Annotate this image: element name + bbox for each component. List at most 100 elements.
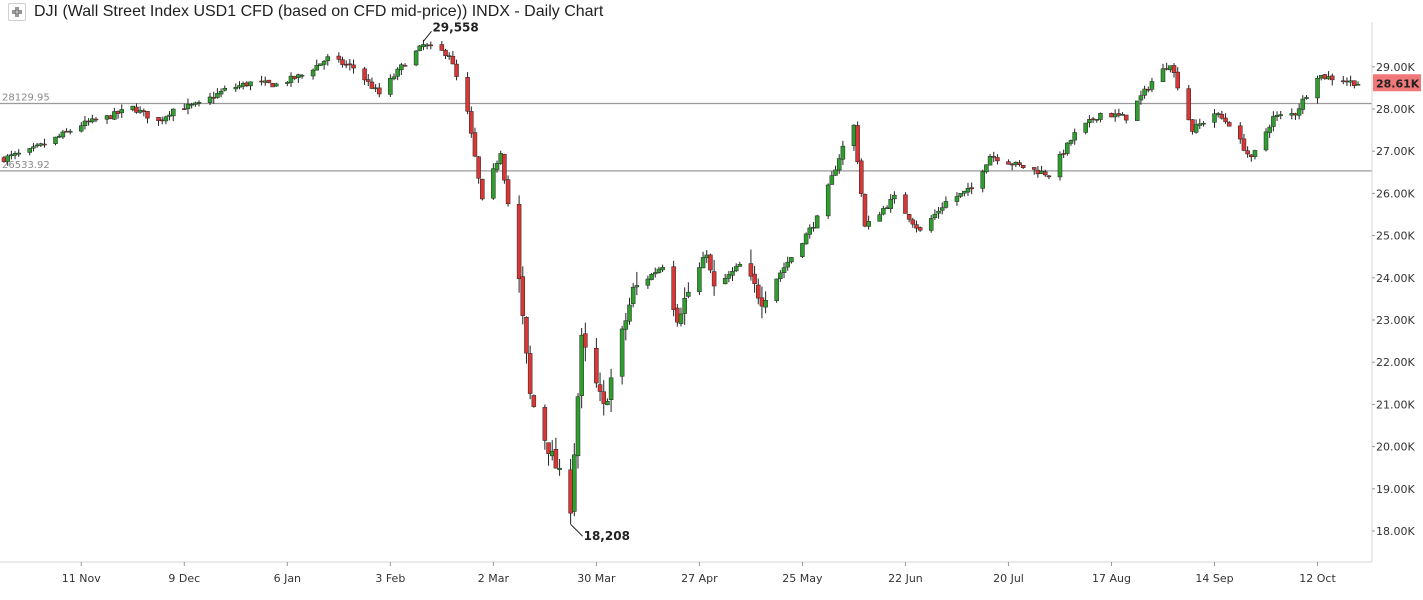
candle-up [222, 88, 228, 91]
candle-down [671, 266, 676, 310]
candle [645, 275, 651, 289]
x-tick-label: 12 Oct [1299, 572, 1336, 585]
candle-up [884, 207, 890, 209]
candle [969, 182, 974, 195]
last-price-label: 28.61K [1376, 77, 1420, 90]
candle-up [1212, 113, 1217, 123]
x-tick-label: 22 Jun [888, 572, 923, 585]
candle-up [630, 286, 636, 304]
collapse-arrows-icon[interactable] [8, 3, 26, 21]
candle-up [939, 207, 945, 211]
candle-down [568, 469, 573, 514]
candle-up [27, 148, 33, 153]
candle-down [1109, 112, 1114, 118]
candle-up [207, 96, 213, 103]
candle [939, 202, 945, 215]
candle-up [781, 267, 787, 273]
candle-up [825, 184, 831, 217]
candle-up [90, 118, 95, 123]
candle [1065, 142, 1070, 156]
candle [943, 196, 949, 209]
candle-down [711, 271, 717, 287]
candle-up [16, 152, 21, 155]
candle-up [1094, 119, 1100, 121]
candle [763, 291, 768, 314]
y-tick-label: 19.00K [1376, 483, 1415, 496]
candle [995, 154, 1000, 165]
candle-up [888, 198, 893, 209]
candle [388, 74, 393, 97]
chart-header: DJI (Wall Street Index USD1 CFD (based o… [0, 0, 1423, 24]
candle-up [67, 130, 73, 133]
candle-down [527, 353, 533, 394]
candle [877, 211, 882, 222]
x-tick-label: 30 Mar [577, 572, 616, 585]
candle-up [163, 116, 169, 122]
candle-down [1035, 169, 1041, 175]
candle-down [64, 130, 69, 133]
candle [369, 77, 375, 90]
candle [1138, 90, 1144, 105]
candle [1146, 86, 1151, 93]
candle [855, 121, 860, 165]
candle-up [575, 396, 581, 457]
candle-down [1344, 80, 1350, 83]
y-tick-label: 26.00K [1376, 187, 1415, 200]
candle [321, 59, 327, 70]
candle [185, 98, 191, 115]
candle-up [373, 87, 378, 90]
candle-up [965, 188, 971, 193]
candle-down [115, 111, 121, 114]
candle-down [1238, 125, 1243, 140]
candle-up [803, 233, 809, 245]
candle-down [343, 63, 349, 66]
candle [542, 404, 548, 450]
candle [833, 165, 838, 176]
candle-up [137, 109, 143, 113]
candle-down [917, 227, 923, 231]
candle [395, 67, 400, 81]
candle [575, 392, 581, 469]
candle-up [185, 103, 191, 110]
candle-up [619, 328, 625, 377]
candle-up [1065, 142, 1070, 154]
candle [494, 160, 500, 173]
candle [1061, 149, 1066, 158]
candle-down [1245, 150, 1250, 155]
candle [1296, 103, 1302, 120]
x-tick-label: 25 May [782, 572, 823, 585]
x-tick-label: 14 Sep [1195, 572, 1233, 585]
candle [748, 249, 754, 281]
candle-down [914, 224, 919, 229]
candle [722, 273, 728, 285]
candle-up [1087, 119, 1092, 123]
candle [965, 182, 971, 196]
candle-up [38, 143, 44, 146]
candle-up [1120, 114, 1125, 116]
candle-down [428, 44, 434, 47]
candle [1175, 67, 1180, 91]
candle [465, 72, 470, 115]
candle [652, 267, 658, 278]
candle [634, 271, 640, 296]
candle-down [991, 156, 996, 158]
candle-down [675, 307, 680, 323]
horizontal-line-label: 26533.92 [2, 160, 50, 171]
candle [79, 122, 84, 133]
candle [825, 183, 831, 219]
candle [1171, 63, 1177, 78]
candle [1083, 122, 1088, 135]
candle [737, 261, 743, 267]
candle [163, 115, 169, 125]
candle [917, 226, 923, 232]
candle-up [79, 125, 84, 132]
candle-up [1304, 97, 1309, 99]
candle-up [549, 450, 555, 457]
candle-up [608, 377, 614, 400]
candle-up [314, 64, 319, 71]
extreme-label-high: 29,558 [432, 20, 478, 34]
candle [903, 192, 908, 214]
candle [730, 267, 735, 281]
